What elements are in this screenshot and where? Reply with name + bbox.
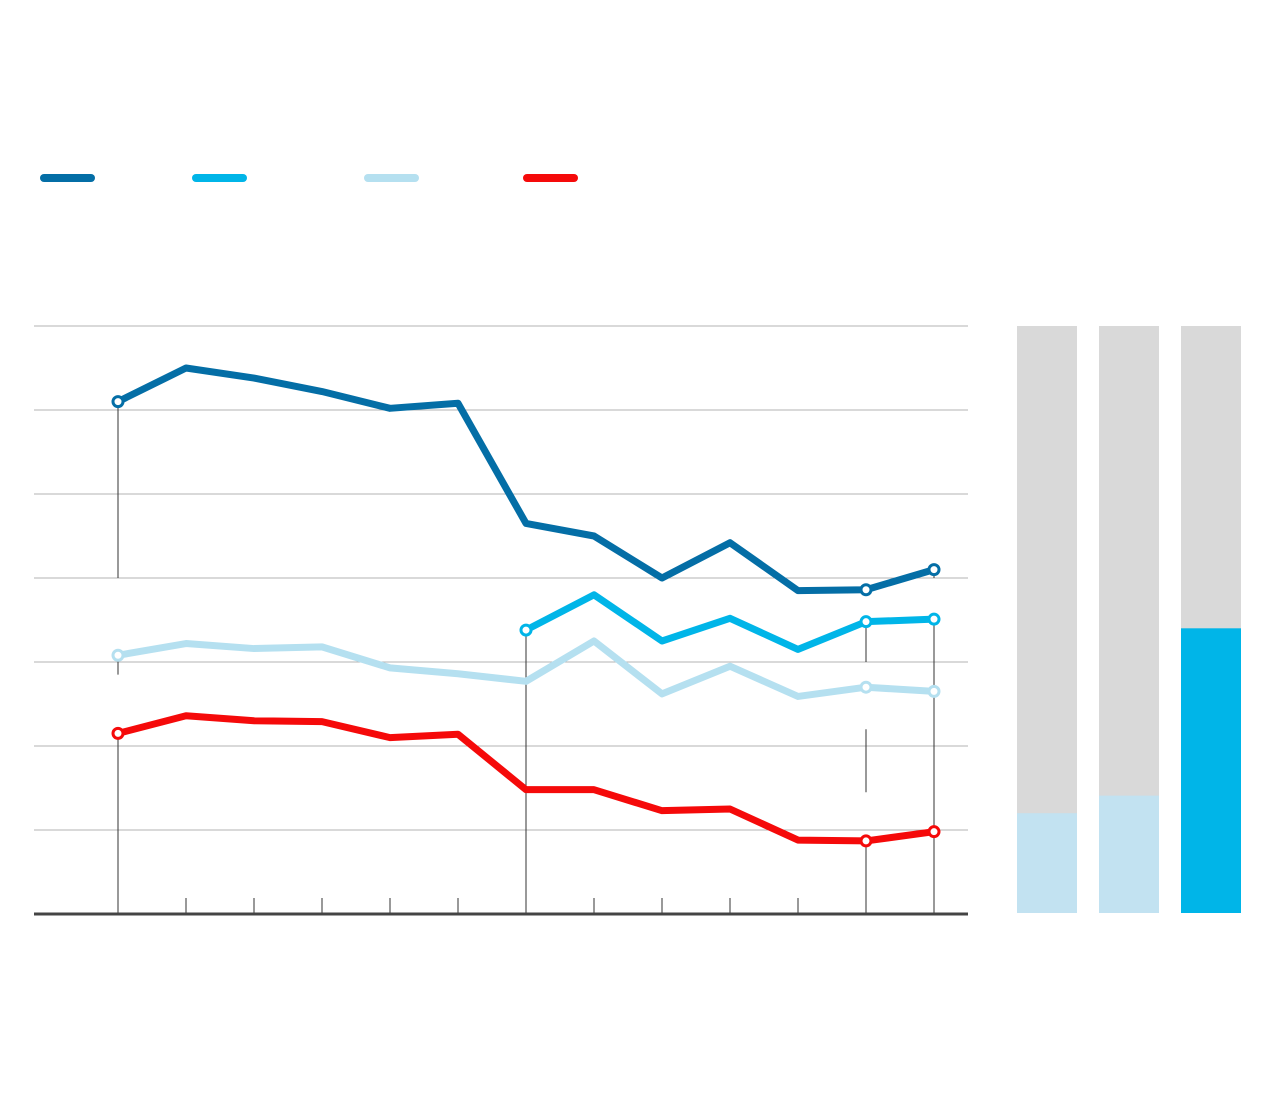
series-line-1 <box>114 364 938 595</box>
bar-fill-1 <box>1017 813 1077 913</box>
series-4-point-12 <box>859 834 873 848</box>
series-3-point-1 <box>111 648 125 662</box>
series-markers <box>111 395 941 848</box>
series-3-point-13 <box>927 684 941 698</box>
x-axis-ticks <box>117 898 935 914</box>
bar-panel <box>1017 326 1241 913</box>
series-1-point-1 <box>111 395 125 409</box>
series-2-point-13 <box>927 612 941 626</box>
bar-fill-3 <box>1181 628 1241 913</box>
bar-fill-2 <box>1099 795 1159 913</box>
series-1-point-12 <box>859 583 873 597</box>
grid-lines <box>34 325 968 831</box>
series-2-point-7 <box>519 623 533 637</box>
series-4-point-1 <box>111 726 125 740</box>
series-line-4 <box>114 712 938 845</box>
series-1-point-13 <box>927 563 941 577</box>
series-2-point-12 <box>859 615 873 629</box>
series-3-point-12 <box>859 680 873 694</box>
series-4-point-13 <box>927 825 941 839</box>
series-line-3 <box>114 637 938 700</box>
